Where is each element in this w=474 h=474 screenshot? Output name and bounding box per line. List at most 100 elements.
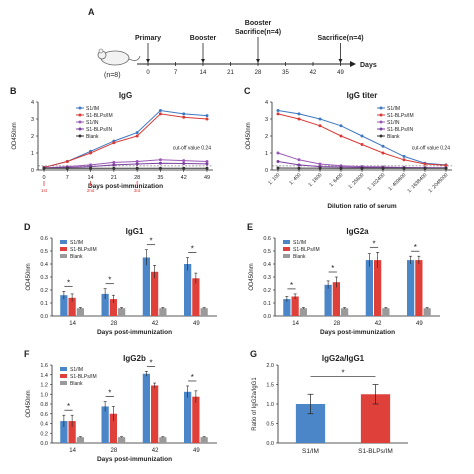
bar	[118, 437, 126, 443]
data-point	[297, 112, 301, 116]
legend-label: S1-BLPs/IM	[70, 247, 97, 253]
legend-marker	[379, 134, 383, 138]
x-tick-label: 42	[152, 321, 159, 327]
y-tick-label: 0.4	[263, 262, 271, 268]
bar	[142, 257, 150, 316]
y-tick-label: 0.2	[40, 288, 48, 294]
bar	[151, 271, 159, 316]
timeline-event-label: Sacrifice(n=4)	[317, 35, 363, 42]
x-axis-label: Days post-immunization	[97, 329, 172, 336]
bar	[341, 308, 349, 316]
y-tick-label: 0.5	[263, 249, 271, 255]
legend-swatch	[283, 254, 290, 258]
chart-title: IgG1	[126, 227, 144, 236]
bar	[192, 278, 200, 316]
data-point	[276, 151, 280, 155]
y-tick-label: 0.1	[40, 301, 48, 307]
legend-marker	[379, 113, 383, 117]
significance-mark: *	[67, 402, 70, 411]
data-point	[423, 162, 427, 166]
y-tick-label: 0.6	[40, 412, 48, 418]
y-tick-label: 0.8	[40, 402, 48, 408]
timeline-event-arrowhead	[201, 59, 205, 63]
y-axis-label: Ratio of IgG2a/IgG1	[252, 377, 258, 431]
legend-label: S1/IM	[70, 367, 83, 373]
bar	[192, 396, 200, 443]
significance-mark: *	[149, 237, 152, 246]
igg2b-chart: F IgG2b 0.0 0.2 0.4 0.6 0.8 1.0 1.2 1.4 1.6 OD450nm…	[24, 349, 217, 463]
data-point	[158, 109, 162, 112]
x-tick-label: 1: 1638400	[406, 172, 428, 194]
injection-label: 3rd	[134, 188, 141, 193]
timeline-event-arrowhead	[146, 59, 150, 63]
data-point	[112, 141, 116, 145]
chart-title: IgG	[119, 91, 132, 100]
bar	[159, 308, 167, 316]
timeline-tick-label: 28	[255, 70, 262, 76]
bar	[200, 308, 208, 316]
y-tick-label: 0	[265, 168, 268, 174]
significance-mark: *	[67, 278, 70, 287]
bar	[332, 282, 340, 316]
data-point	[158, 112, 162, 116]
data-point	[276, 109, 280, 112]
data-point	[276, 166, 280, 170]
bar	[382, 308, 390, 316]
x-tick-label: 49	[416, 321, 423, 327]
x-tick-label: 42	[375, 321, 382, 327]
data-point	[423, 166, 427, 170]
data-point	[339, 166, 343, 170]
panel-letter-a: A	[88, 7, 95, 17]
timeline-events: Primary Booster Booster Sacrifice(n=4) Sacri…	[135, 20, 364, 63]
data-point	[381, 144, 385, 148]
legend-label: S1/IM	[70, 240, 83, 246]
legend-marker	[78, 120, 82, 124]
significance-mark: *	[341, 369, 344, 378]
legend-label: Blank	[387, 134, 400, 140]
x-tick-label: 28	[111, 321, 118, 327]
y-tick-label: 3	[31, 117, 34, 123]
data-point	[158, 158, 162, 162]
bar	[109, 413, 117, 443]
data-point	[444, 166, 448, 170]
y-tick-label: 1.0	[40, 392, 48, 398]
x-tick-label: 42	[181, 175, 187, 181]
cutoff-label: cut-off value 0.24	[173, 146, 211, 152]
y-tick-label: 0.5	[266, 422, 274, 428]
y-tick-label: 1.4	[40, 373, 48, 379]
x-tick-label: 28	[134, 175, 140, 181]
timeline-tick-label: 14	[200, 70, 207, 76]
x-tick-label: 28	[111, 448, 118, 454]
x-tick-label: 1: 102400	[366, 172, 386, 192]
legend-label: S1/IN	[387, 120, 400, 126]
x-tick-label: 1: 100	[267, 172, 281, 186]
timeline-tick-label: 0	[146, 70, 150, 76]
data-point	[318, 166, 322, 170]
bar	[407, 260, 415, 316]
legend-marker	[379, 106, 383, 110]
data-point	[65, 166, 69, 170]
data-point	[205, 166, 209, 170]
data-point	[444, 163, 448, 167]
y-axis-label: OD450nm	[249, 263, 255, 290]
y-axis-label: OD450nm	[246, 122, 252, 149]
data-point	[205, 114, 209, 118]
significance-mark: *	[191, 373, 194, 382]
data-point	[297, 117, 301, 121]
data-point	[112, 160, 116, 164]
data-point	[360, 166, 364, 170]
legend-label: S1-BLPs/IM	[86, 113, 113, 119]
legend-label: Blank	[70, 254, 83, 260]
x-tick-label: 14	[69, 321, 76, 327]
significance-mark: *	[331, 264, 334, 273]
data-point	[381, 151, 385, 155]
timeline-panel: A (n=8) Days 0 7 14 21 28 35 42 49 Primary Boost…	[88, 7, 377, 79]
bar	[415, 260, 423, 316]
x-axis-label: Days post-immunization	[88, 183, 163, 190]
series-line	[277, 113, 447, 166]
y-tick-label: 0.0	[263, 314, 271, 320]
data-point	[205, 162, 209, 166]
group-label: (n=8)	[104, 72, 121, 79]
data-point	[205, 160, 209, 163]
